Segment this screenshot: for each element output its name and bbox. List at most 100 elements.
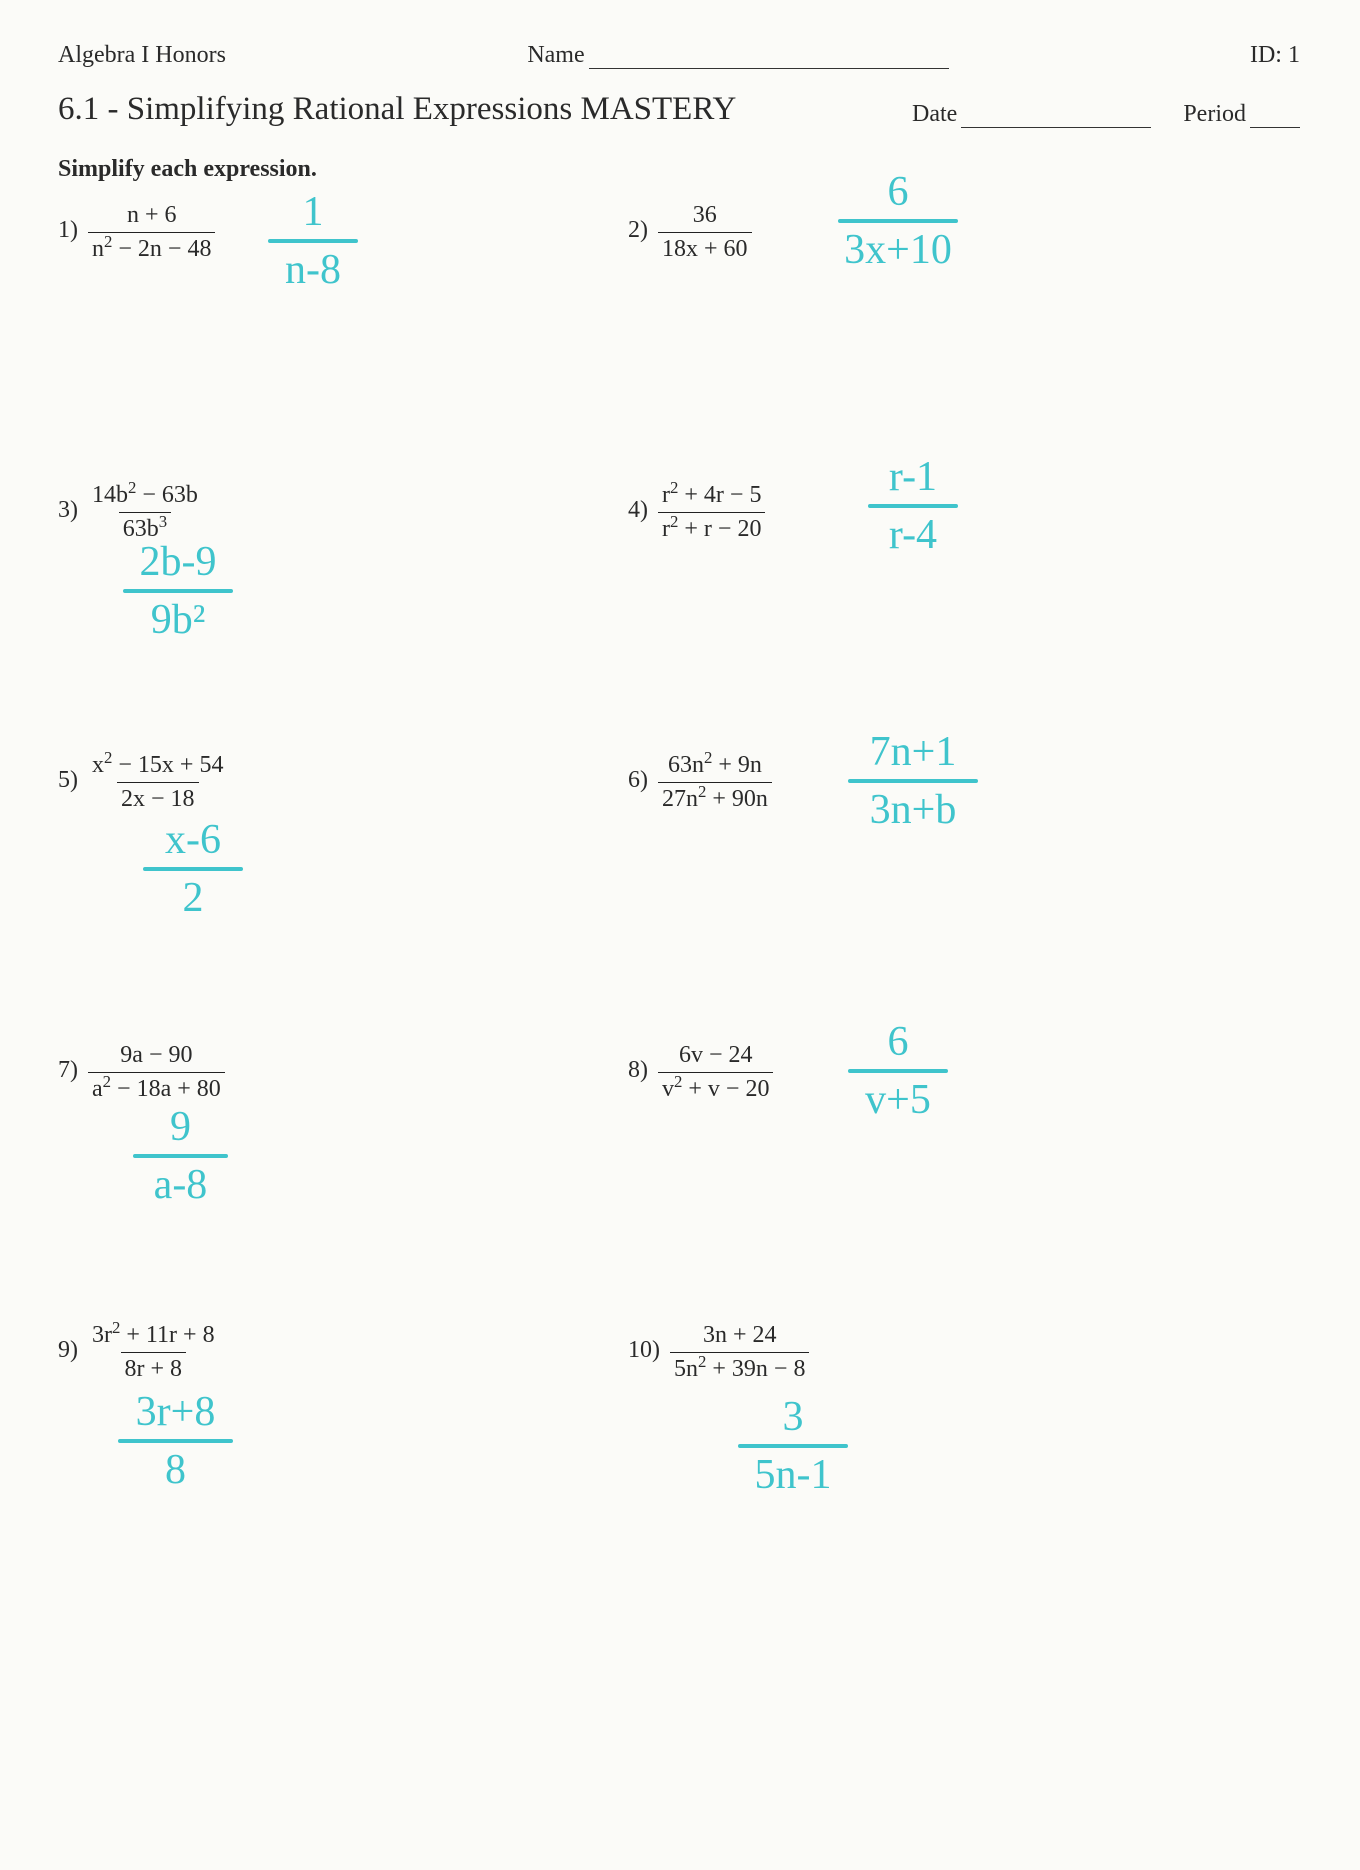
problem-expression: 63n2 + 9n27n2 + 90n	[658, 751, 772, 814]
answer-fraction-bar	[848, 1069, 948, 1073]
answer-denominator: 5n-1	[749, 1450, 838, 1496]
numerator: r2 + 4r − 5	[658, 481, 765, 512]
problem-number: 2)	[628, 201, 648, 244]
answer-denominator: 3n+b	[864, 785, 963, 831]
answer-fraction-bar	[738, 1444, 848, 1448]
denominator: v2 + v − 20	[658, 1072, 773, 1104]
denominator: n2 − 2n − 48	[88, 232, 215, 264]
answer-numerator: 9	[164, 1106, 197, 1152]
handwritten-answer-5: x-62	[143, 819, 243, 919]
handwritten-answer-4: r-1r-4	[868, 456, 958, 556]
page-title: 6.1 - Simplifying Rational Expressions M…	[58, 91, 736, 128]
answer-numerator: 3	[777, 1396, 810, 1442]
handwritten-answer-3: 2b-9 9b²	[123, 541, 233, 641]
problem-7: 7) 9a − 90a2 − 18a + 80	[58, 1041, 225, 1104]
problem-expression: x2 − 15x + 542x − 18	[88, 751, 227, 814]
problem-expression: 3r2 + 11r + 88r + 8	[88, 1321, 219, 1384]
problem-number: 4)	[628, 481, 648, 524]
answer-denominator: a-8	[148, 1160, 214, 1206]
handwritten-answer-7: 9a-8	[133, 1106, 228, 1206]
answer-numerator: x-6	[159, 819, 227, 865]
problem-expression: 3n + 245n2 + 39n − 8	[670, 1321, 809, 1384]
problem-5: 5)x2 − 15x + 542x − 18	[58, 751, 227, 814]
denominator: r2 + r − 20	[658, 512, 765, 544]
answer-fraction-bar	[143, 867, 243, 871]
numerator: 36	[689, 201, 721, 232]
answer-fraction-bar	[268, 239, 358, 243]
answer-numerator: r-1	[883, 456, 943, 502]
answer-denominator: 9b²	[145, 595, 212, 641]
answer-numerator: 1	[297, 191, 330, 237]
answer-numerator: 6	[882, 171, 915, 217]
period-underline	[1250, 102, 1300, 128]
date-underline	[961, 102, 1151, 128]
denominator: 5n2 + 39n − 8	[670, 1352, 809, 1384]
problem-expression: n + 6n2 − 2n − 48	[88, 201, 215, 264]
problem-expression: 6v − 24v2 + v − 20	[658, 1041, 773, 1104]
problem-9: 9)3r2 + 11r + 88r + 8	[58, 1321, 219, 1384]
course-name: Algebra I Honors	[58, 42, 226, 69]
problem-4: 4)r2 + 4r − 5r2 + r − 20	[628, 481, 765, 544]
handwritten-answer-10: 3 5n-1	[738, 1396, 848, 1496]
handwritten-answer-8: 6v+5	[848, 1021, 948, 1121]
denominator: 2x − 18	[117, 782, 199, 814]
answer-denominator: 2	[177, 873, 210, 919]
name-underline	[589, 43, 949, 69]
problem-expression: r2 + 4r − 5r2 + r − 20	[658, 481, 765, 544]
title-row: 6.1 - Simplifying Rational Expressions M…	[58, 91, 1300, 128]
answer-fraction-bar	[123, 589, 233, 593]
problem-number: 10)	[628, 1321, 660, 1364]
answer-fraction-bar	[133, 1154, 228, 1158]
problem-1: 1)n + 6n2 − 2n − 48	[58, 201, 215, 264]
problem-10: 10) 3n + 245n2 + 39n − 8	[628, 1321, 809, 1384]
problem-3: 3)14b2 − 63b63b3	[58, 481, 202, 544]
date-period: Date Period	[912, 101, 1300, 128]
problem-number: 7)	[58, 1041, 78, 1084]
answer-numerator: 6	[882, 1021, 915, 1067]
problem-number: 8)	[628, 1041, 648, 1084]
problem-8: 8)6v − 24v2 + v − 20	[628, 1041, 773, 1104]
handwritten-answer-2: 6 3x+10	[838, 171, 958, 271]
problem-6: 6)63n2 + 9n27n2 + 90n	[628, 751, 772, 814]
numerator: 9a − 90	[116, 1041, 196, 1072]
date-label: Date	[912, 101, 957, 128]
answer-fraction-bar	[118, 1439, 233, 1443]
answer-fraction-bar	[838, 219, 958, 223]
header-row: Algebra I Honors Name ID: 1	[58, 42, 1300, 69]
handwritten-answer-6: 7n+1 3n+b	[848, 731, 978, 831]
name-field: Name	[527, 42, 948, 69]
numerator: 3r2 + 11r + 8	[88, 1321, 219, 1352]
problem-number: 5)	[58, 751, 78, 794]
period-label: Period	[1183, 101, 1246, 128]
answer-fraction-bar	[848, 779, 978, 783]
problem-number: 3)	[58, 481, 78, 524]
numerator: 63n2 + 9n	[664, 751, 766, 782]
numerator: n + 6	[123, 201, 181, 232]
problem-number: 6)	[628, 751, 648, 794]
id-label: ID: 1	[1250, 42, 1300, 69]
denominator: 27n2 + 90n	[658, 782, 772, 814]
denominator: 18x + 60	[658, 232, 752, 264]
denominator: a2 − 18a + 80	[88, 1072, 225, 1104]
answer-denominator: 8	[159, 1445, 192, 1491]
answer-numerator: 7n+1	[864, 731, 963, 777]
problem-number: 9)	[58, 1321, 78, 1364]
numerator: 3n + 24	[699, 1321, 781, 1352]
problem-2: 2)3618x + 60	[628, 201, 752, 264]
instruction: Simplify each expression.	[58, 156, 1300, 183]
problem-number: 1)	[58, 201, 78, 244]
numerator: x2 − 15x + 54	[88, 751, 227, 782]
problem-expression: 3618x + 60	[658, 201, 752, 264]
answer-denominator: r-4	[883, 510, 943, 556]
answer-numerator: 3r+8	[130, 1391, 222, 1437]
handwritten-answer-9: 3r+8 8	[118, 1391, 233, 1491]
denominator: 8r + 8	[121, 1352, 187, 1384]
name-label: Name	[527, 42, 584, 69]
numerator: 6v − 24	[675, 1041, 757, 1072]
numerator: 14b2 − 63b	[88, 481, 202, 512]
answer-denominator: 3x+10	[838, 225, 958, 271]
answer-fraction-bar	[868, 504, 958, 508]
answer-numerator: 2b-9	[134, 541, 223, 587]
problem-expression: 14b2 − 63b63b3	[88, 481, 202, 544]
answer-denominator: v+5	[859, 1075, 937, 1121]
